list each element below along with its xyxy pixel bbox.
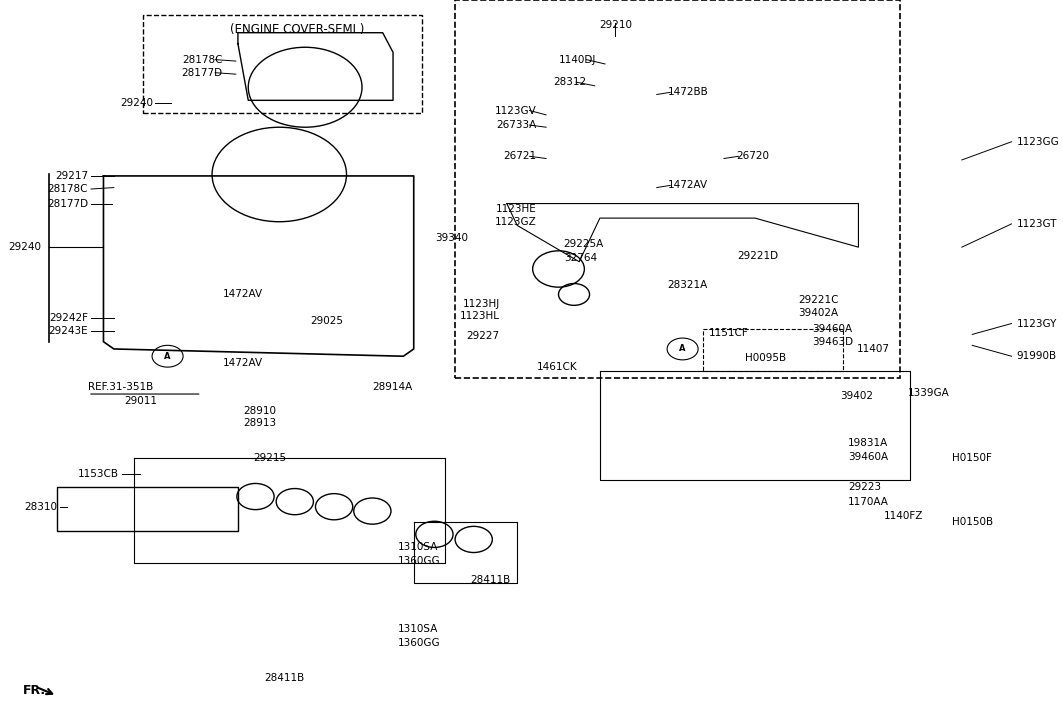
Text: 29240: 29240 bbox=[120, 98, 153, 108]
Text: 28411B: 28411B bbox=[264, 672, 304, 683]
Text: 91990B: 91990B bbox=[1016, 351, 1057, 361]
Text: 28312: 28312 bbox=[554, 77, 587, 87]
Text: 1472AV: 1472AV bbox=[222, 289, 263, 299]
Text: 29221D: 29221D bbox=[738, 251, 778, 261]
Text: 19831A: 19831A bbox=[848, 438, 889, 449]
Text: 29223: 29223 bbox=[848, 482, 881, 492]
Text: 28177D: 28177D bbox=[182, 68, 222, 78]
Text: 1140FZ: 1140FZ bbox=[884, 511, 924, 521]
Text: 28914A: 28914A bbox=[372, 382, 412, 392]
Text: 28910: 28910 bbox=[243, 406, 276, 416]
Text: H0150B: H0150B bbox=[951, 517, 993, 527]
Bar bbox=[57, 487, 238, 531]
Text: 29243E: 29243E bbox=[48, 326, 88, 336]
Text: (ENGINE COVER-SEMI ): (ENGINE COVER-SEMI ) bbox=[230, 23, 364, 36]
Bar bbox=[704, 329, 843, 371]
Text: A: A bbox=[679, 345, 686, 353]
Text: 39460A: 39460A bbox=[812, 324, 853, 334]
Text: 29210: 29210 bbox=[598, 20, 631, 31]
Text: 1472AV: 1472AV bbox=[669, 180, 708, 190]
Text: 32764: 32764 bbox=[563, 253, 596, 263]
Text: 1123GG: 1123GG bbox=[1016, 137, 1060, 147]
Text: 29215: 29215 bbox=[253, 453, 287, 463]
Text: 1339GA: 1339GA bbox=[908, 387, 950, 398]
Text: 1123HL: 1123HL bbox=[459, 311, 500, 321]
Text: 1310SA: 1310SA bbox=[399, 624, 439, 634]
Text: A: A bbox=[165, 352, 171, 361]
Text: 26721: 26721 bbox=[504, 151, 537, 161]
Text: 1310SA: 1310SA bbox=[399, 542, 439, 552]
Text: 1123HJ: 1123HJ bbox=[462, 299, 500, 309]
Text: 1123HE: 1123HE bbox=[496, 204, 537, 214]
Text: 39402: 39402 bbox=[840, 391, 873, 401]
Text: 1140DJ: 1140DJ bbox=[558, 55, 595, 65]
Text: 1123GY: 1123GY bbox=[1016, 318, 1057, 329]
Text: 28178C: 28178C bbox=[182, 55, 222, 65]
Text: 28310: 28310 bbox=[24, 502, 57, 513]
Text: 1123GZ: 1123GZ bbox=[495, 217, 537, 227]
Text: 28913: 28913 bbox=[243, 418, 276, 428]
Text: 1153CB: 1153CB bbox=[78, 469, 119, 479]
Text: 1151CF: 1151CF bbox=[708, 328, 748, 338]
Text: 1123GT: 1123GT bbox=[1016, 219, 1058, 229]
Text: 1472AV: 1472AV bbox=[222, 358, 263, 369]
Text: 29025: 29025 bbox=[310, 316, 343, 326]
Text: 39340: 39340 bbox=[436, 233, 469, 244]
Text: 1123GV: 1123GV bbox=[495, 105, 537, 116]
Text: 26733A: 26733A bbox=[496, 120, 537, 130]
Text: 28178C: 28178C bbox=[48, 184, 88, 194]
Text: 28177D: 28177D bbox=[47, 198, 88, 209]
Text: 1170AA: 1170AA bbox=[848, 497, 889, 507]
Text: 29011: 29011 bbox=[124, 396, 157, 406]
Text: REF.31-351B: REF.31-351B bbox=[88, 382, 153, 392]
Text: 1461CK: 1461CK bbox=[537, 362, 577, 372]
Text: 39402A: 39402A bbox=[798, 308, 839, 318]
Text: 1472BB: 1472BB bbox=[669, 87, 709, 97]
Text: 29217: 29217 bbox=[55, 171, 88, 181]
Text: 1360GG: 1360GG bbox=[399, 638, 441, 648]
Text: FR.: FR. bbox=[22, 684, 46, 697]
Text: 29227: 29227 bbox=[467, 331, 500, 341]
Text: 29240: 29240 bbox=[9, 242, 41, 252]
Bar bbox=[142, 15, 422, 113]
Text: H0095B: H0095B bbox=[745, 353, 786, 363]
Text: 26720: 26720 bbox=[737, 151, 770, 161]
Text: 1360GG: 1360GG bbox=[399, 556, 441, 566]
Text: 39460A: 39460A bbox=[848, 451, 889, 462]
Text: 29225A: 29225A bbox=[563, 238, 604, 249]
Text: H0150F: H0150F bbox=[951, 453, 992, 463]
Text: 39463D: 39463D bbox=[812, 337, 853, 347]
Text: 29221C: 29221C bbox=[798, 294, 839, 305]
Text: 29242F: 29242F bbox=[49, 313, 88, 323]
Bar bbox=[455, 0, 899, 378]
Text: 28321A: 28321A bbox=[668, 280, 707, 290]
Text: 28411B: 28411B bbox=[471, 575, 511, 585]
Text: 11407: 11407 bbox=[857, 344, 890, 354]
